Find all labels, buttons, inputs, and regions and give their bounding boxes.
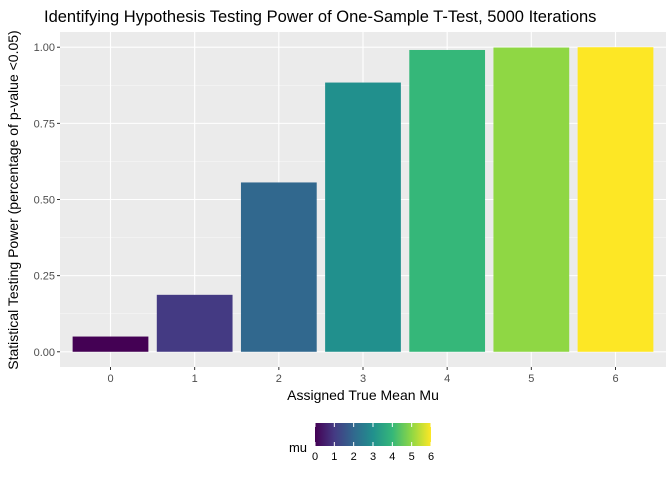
legend-ticks: 0 1 2 3 4 5 6 <box>312 423 434 463</box>
legend-title: mu <box>289 440 307 455</box>
legend-tick-label: 2 <box>351 451 357 463</box>
x-tick-label: 5 <box>528 373 534 385</box>
x-tick-label: 4 <box>444 373 450 385</box>
y-tick-label: 0.50 <box>34 195 55 207</box>
y-tick-label: 1.00 <box>34 42 55 54</box>
y-axis: 0.00 0.25 0.50 0.75 1.00 <box>34 42 60 359</box>
bar-mu-0 <box>72 336 149 352</box>
x-tick-label: 3 <box>360 373 366 385</box>
legend-colorbar <box>315 423 431 446</box>
x-axis-title: Assigned True Mean Mu <box>287 387 439 403</box>
legend-tick-label: 3 <box>370 451 376 463</box>
legend-tick-label: 1 <box>331 451 337 463</box>
x-axis: 0 1 2 3 4 5 6 <box>107 367 619 385</box>
legend-tick-label: 5 <box>409 451 415 463</box>
bar-mu-5 <box>493 47 570 352</box>
bar-mu-4 <box>409 49 486 352</box>
chart-title: Identifying Hypothesis Testing Power of … <box>44 8 596 26</box>
bar-mu-6 <box>577 47 654 352</box>
x-tick-label: 2 <box>276 373 282 385</box>
bar-mu-1 <box>156 294 233 352</box>
legend-tick-label: 4 <box>389 451 395 463</box>
y-tick-label: 0.75 <box>34 118 55 130</box>
legend: mu 0 1 2 3 4 5 6 <box>289 423 434 463</box>
bar-mu-3 <box>325 82 401 352</box>
legend-tick-label: 6 <box>428 451 434 463</box>
legend-tick-label: 0 <box>312 451 318 463</box>
y-tick-label: 0.00 <box>34 347 55 359</box>
bars <box>72 47 654 352</box>
y-axis-title: Statistical Testing Power (percentage of… <box>5 30 21 369</box>
x-tick-label: 0 <box>107 373 113 385</box>
x-tick-label: 1 <box>192 373 198 385</box>
y-tick-label: 0.25 <box>34 271 55 283</box>
bar-mu-2 <box>240 182 317 352</box>
x-tick-label: 6 <box>612 373 618 385</box>
